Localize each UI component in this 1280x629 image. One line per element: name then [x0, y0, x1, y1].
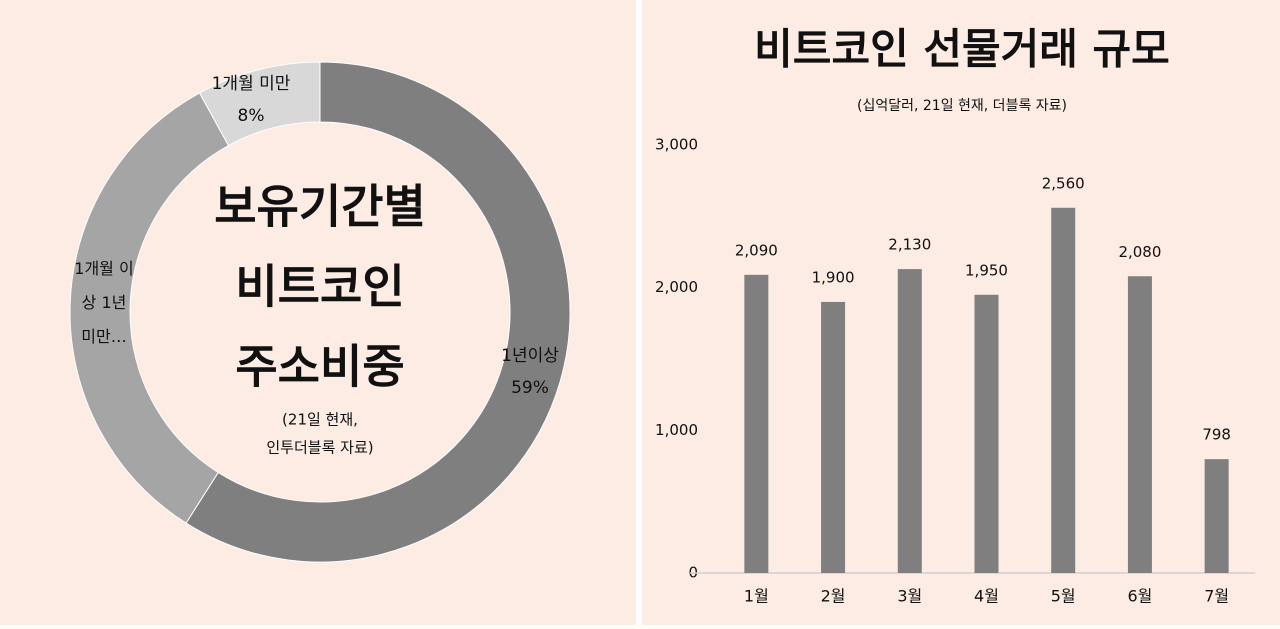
y-tick-label: 1,000 [655, 421, 698, 439]
bar [1204, 459, 1229, 573]
center-title: 주소비중 [235, 340, 404, 394]
donut-slice [198, 61, 321, 147]
y-tick-label: 2,000 [655, 278, 698, 296]
x-tick-label: 7월 [1204, 587, 1229, 606]
slice-value-label: 59% [511, 378, 549, 398]
donut-slice [185, 61, 571, 563]
x-tick-label: 2월 [821, 587, 846, 606]
chart-title: 비트코인 선물거래 규모 [754, 25, 1170, 74]
bar [821, 301, 846, 573]
chart-subtitle: (십억달러, 21일 현재, 더블록 자료) [857, 98, 1067, 114]
bar [1051, 207, 1076, 574]
slice-label: 1개월 미만 [212, 74, 291, 94]
y-tick-label: 3,000 [655, 136, 698, 154]
bar [744, 274, 769, 573]
x-tick-label: 3월 [897, 587, 922, 606]
slice-value-label: 8% [238, 106, 265, 126]
value-label: 1,900 [812, 268, 855, 286]
bar [897, 269, 922, 573]
bar [1127, 276, 1152, 573]
donut-slice [69, 92, 230, 524]
center-subtitle: 인투더블록 자료) [266, 439, 373, 457]
x-tick-label: 1월 [744, 587, 769, 606]
value-label: 798 [1202, 426, 1231, 444]
value-label: 2,560 [1042, 174, 1085, 192]
center-title: 보유기간별 [214, 180, 426, 234]
value-label: 2,090 [735, 241, 778, 259]
bar [974, 294, 999, 573]
slice-label: 1년이상 [501, 346, 559, 366]
value-label: 2,130 [888, 236, 931, 254]
center-title: 비트코인 [235, 260, 404, 314]
value-label: 1,950 [965, 261, 1008, 279]
center-subtitle: (21일 현재, [282, 411, 358, 429]
x-tick-label: 5월 [1051, 587, 1076, 606]
donut-label: 1개월 이상 1년 미만… [74, 259, 134, 346]
right-panel [642, 0, 1280, 625]
value-label: 2,080 [1118, 243, 1161, 261]
x-tick-label: 4월 [974, 587, 999, 606]
x-tick-label: 6월 [1127, 587, 1152, 606]
